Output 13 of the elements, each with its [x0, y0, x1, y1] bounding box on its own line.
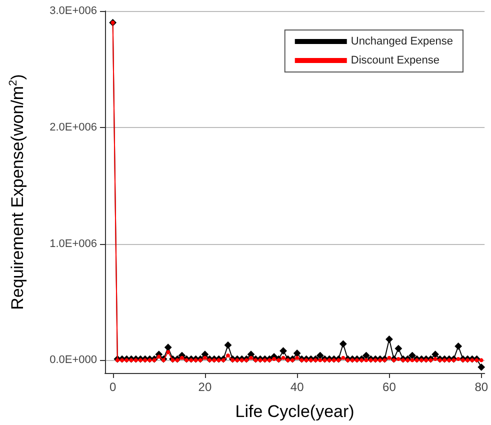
x-tick-label: 80: [474, 380, 488, 394]
x-axis-title: Life Cycle(year): [235, 402, 354, 421]
x-tick-label: 40: [290, 380, 304, 394]
y-tick-label: 1.0E+006: [50, 238, 97, 250]
y-tick-label: 3.0E+006: [50, 5, 97, 17]
x-tick-label: 60: [382, 380, 396, 394]
legend-label: Unchanged Expense: [350, 36, 454, 48]
x-tick-label: 20: [198, 380, 212, 394]
y-axis-title: Requirement Expense(won/m2): [8, 74, 27, 310]
y-tick-label: 2.0E+006: [50, 121, 97, 134]
x-tick-label: 0: [109, 380, 116, 394]
y-tick-label: 0.0E+000: [50, 354, 97, 366]
legend-label: Discount Expense: [350, 54, 440, 66]
